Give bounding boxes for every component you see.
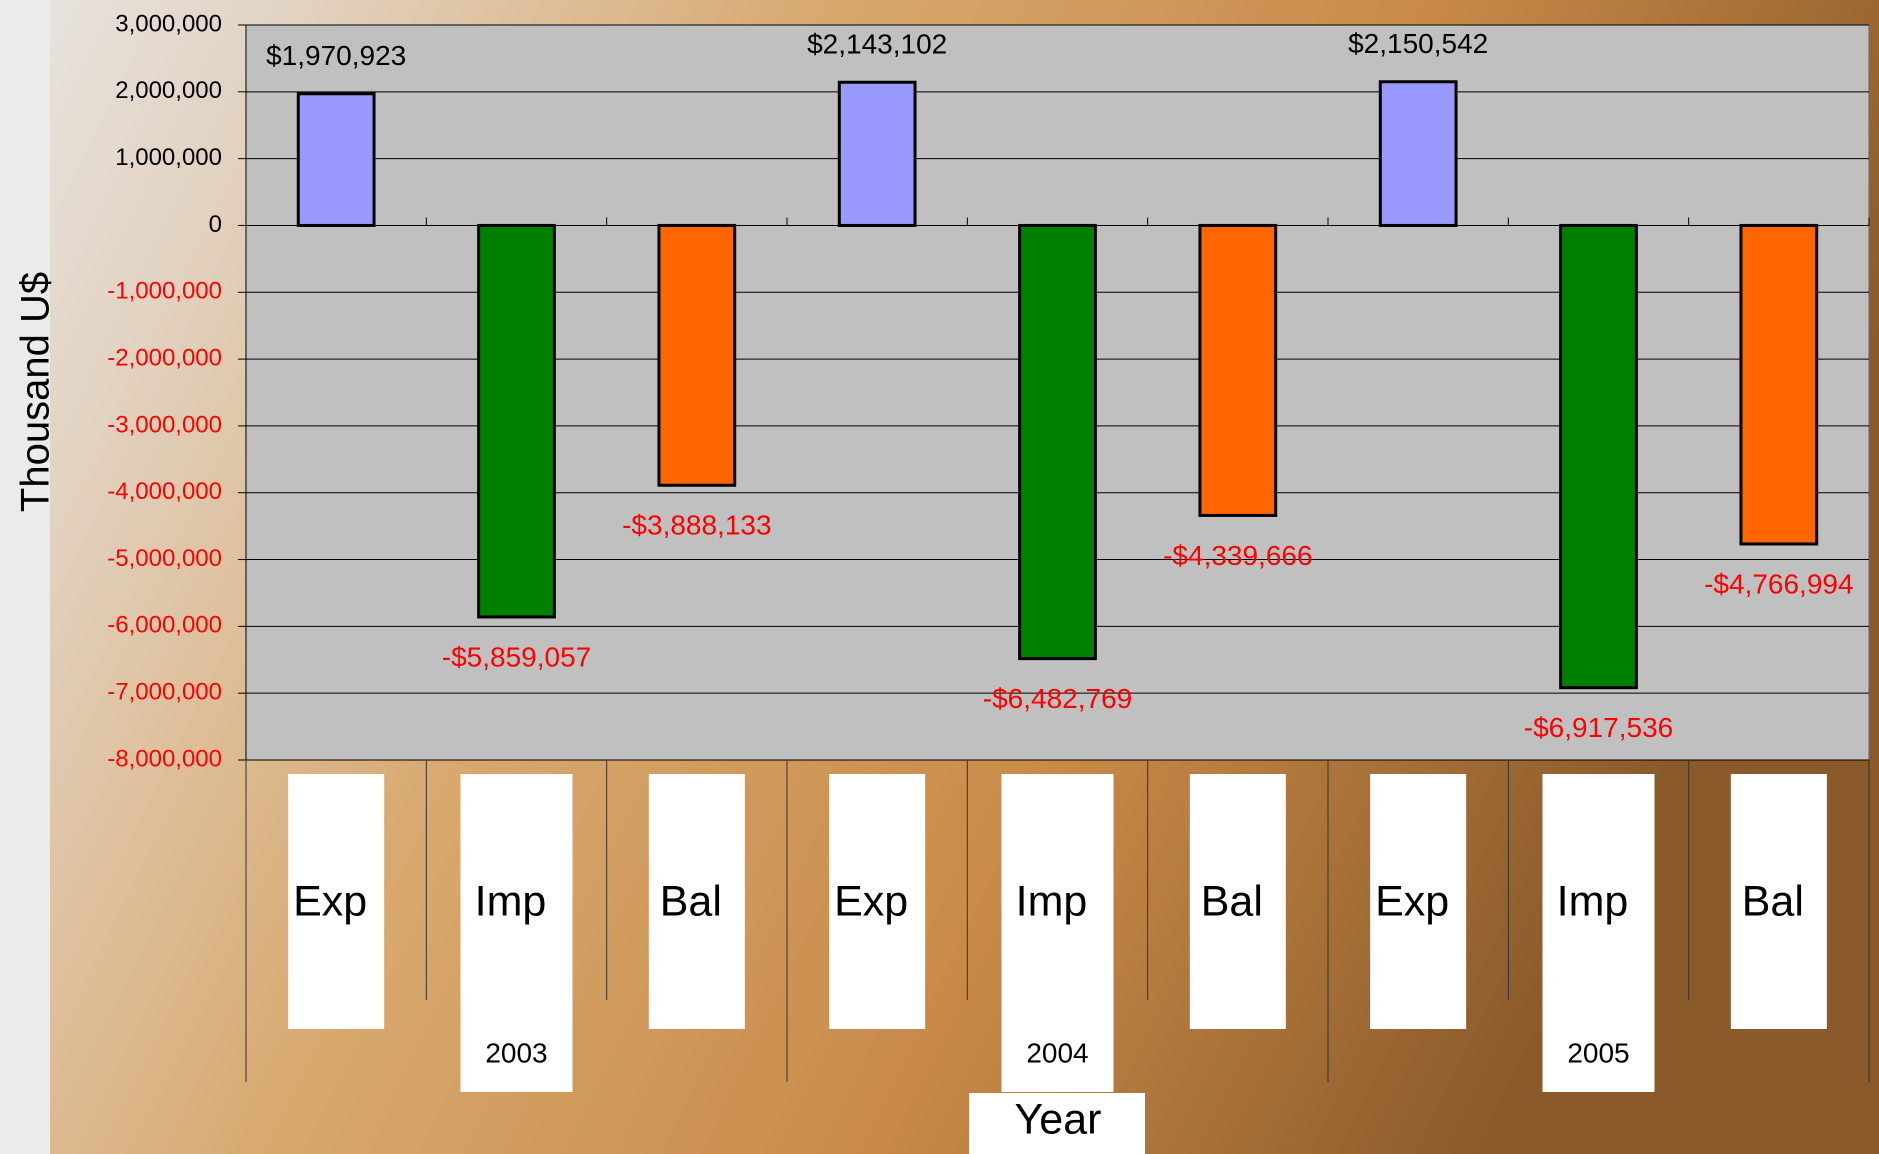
background-strip (0, 0, 50, 1154)
y-tick-label: -8,000,000 (107, 745, 222, 772)
x-tick-label: Bal (1201, 877, 1263, 925)
group-label: 2003 (485, 1037, 547, 1068)
value-label: -$6,482,769 (983, 683, 1132, 714)
y-tick-label: -4,000,000 (107, 478, 222, 505)
x-tick-label: Exp (1375, 877, 1449, 925)
value-label: -$3,888,133 (622, 510, 771, 541)
value-label: -$4,339,666 (1163, 540, 1312, 571)
bar (477, 223, 556, 619)
y-tick-label: 3,000,000 (115, 10, 222, 37)
bar (1739, 223, 1819, 546)
value-label: $2,143,102 (807, 29, 947, 60)
y-axis-title: Thousand U$ (14, 272, 58, 512)
y-tick-label: -6,000,000 (107, 612, 222, 639)
group-label: 2005 (1567, 1037, 1629, 1068)
x-tick-label: Exp (293, 877, 367, 925)
label-box (829, 774, 926, 1029)
y-tick-label: -2,000,000 (107, 344, 222, 371)
bar (1378, 80, 1458, 227)
bar (837, 80, 917, 227)
value-label: $1,970,923 (266, 40, 406, 71)
y-tick-label: 2,000,000 (115, 77, 222, 104)
group-label: 2004 (1026, 1037, 1088, 1068)
x-tick-label: Bal (1742, 877, 1804, 925)
x-tick-label: Exp (834, 877, 908, 925)
label-box (1542, 774, 1655, 1092)
x-tick-label: Imp (475, 877, 547, 925)
y-tick-label: -3,000,000 (107, 411, 222, 438)
bar (1018, 223, 1097, 661)
bar (296, 92, 376, 227)
value-label: -$6,917,536 (1524, 712, 1673, 743)
label-box (1189, 774, 1286, 1029)
value-label: $2,150,542 (1348, 28, 1488, 59)
bar (1559, 223, 1638, 690)
y-tick-label: -1,000,000 (107, 278, 222, 305)
x-tick-label: Imp (1557, 877, 1629, 925)
x-axis-title: Year (1015, 1095, 1102, 1143)
y-tick-label: 0 (209, 211, 222, 238)
x-tick-label: Imp (1016, 877, 1088, 925)
label-box (1730, 774, 1827, 1029)
value-label: -$5,859,057 (442, 641, 591, 672)
x-title-box (969, 1093, 1145, 1154)
label-box (648, 774, 745, 1029)
label-box (460, 774, 573, 1092)
y-tick-label: -5,000,000 (107, 545, 222, 572)
bar (1198, 223, 1278, 517)
value-label: -$4,766,994 (1704, 568, 1853, 599)
y-tick-label: -7,000,000 (107, 679, 222, 706)
label-box (288, 774, 385, 1029)
label-box (1370, 774, 1467, 1029)
y-tick-label: 1,000,000 (115, 144, 222, 171)
bar (657, 223, 737, 487)
x-tick-label: Bal (660, 877, 722, 925)
label-box (1001, 774, 1114, 1092)
